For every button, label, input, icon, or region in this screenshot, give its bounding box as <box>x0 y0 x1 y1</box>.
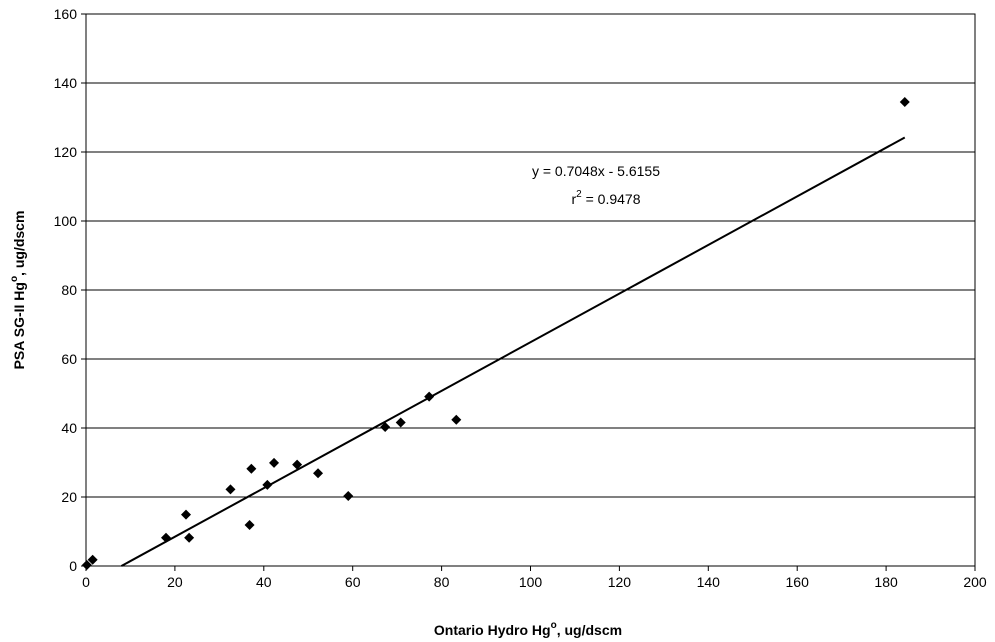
x-tick-label: 160 <box>786 574 810 590</box>
gridlines <box>86 82 975 498</box>
y-tick-label: 120 <box>54 144 78 160</box>
data-point-4 <box>184 532 195 543</box>
y-axis-title-superscript: o <box>9 276 20 282</box>
r-squared-value: = 0.9478 <box>582 191 641 207</box>
r-squared-label: r2 = 0.9478 <box>571 189 640 207</box>
data-point-14 <box>395 417 406 428</box>
y-axis-title-unit: , ug/dscm <box>11 211 27 276</box>
data-point-16 <box>451 414 462 425</box>
y-tick-label: 100 <box>54 213 78 229</box>
x-tick-label: 40 <box>256 574 272 590</box>
y-tick-label: 160 <box>54 6 78 22</box>
data-point-6 <box>244 519 255 530</box>
y-axis-title: PSA SG-II Hgo, ug/dscm <box>9 211 27 370</box>
y-axis-title-text: PSA SG-II Hg <box>11 282 27 369</box>
data-point-13 <box>380 421 391 432</box>
x-tick-label: 0 <box>82 574 90 590</box>
data-point-1 <box>87 554 98 565</box>
y-tick-label: 0 <box>69 558 77 574</box>
trendline <box>120 136 906 567</box>
x-tick-label: 120 <box>608 574 632 590</box>
x-tick-label: 140 <box>697 574 721 590</box>
data-point-15 <box>424 391 435 402</box>
y-tick-label: 140 <box>54 75 78 91</box>
x-axis-ticks: 0 20 40 60 80 100 120 140 160 180 200 <box>82 566 987 590</box>
x-axis-title-unit: , ug/dscm <box>557 622 622 638</box>
trendline-equation: y = 0.7048x - 5.6155 <box>532 163 660 179</box>
y-tick-label: 80 <box>61 282 77 298</box>
r-squared-superscript: 2 <box>576 189 582 200</box>
x-tick-label: 80 <box>434 574 450 590</box>
data-point-10 <box>292 459 303 470</box>
data-point-9 <box>269 457 280 468</box>
r-squared-r: r <box>571 191 576 207</box>
y-tick-label: 20 <box>61 489 77 505</box>
data-point-17 <box>899 96 910 107</box>
data-points <box>81 96 910 570</box>
x-axis-title-superscript: o <box>551 620 557 631</box>
y-axis-ticks: 0 20 40 60 80 100 120 140 160 <box>54 6 86 574</box>
data-point-2 <box>161 532 172 543</box>
data-point-7 <box>246 463 257 474</box>
data-point-11 <box>313 468 324 479</box>
x-tick-label: 200 <box>963 574 987 590</box>
data-point-12 <box>343 490 354 501</box>
x-tick-label: 20 <box>167 574 183 590</box>
y-tick-label: 40 <box>61 420 77 436</box>
data-point-3 <box>181 509 192 520</box>
x-axis-title-text: Ontario Hydro Hg <box>434 622 551 638</box>
x-axis-title: Ontario Hydro Hgo, ug/dscm <box>434 620 622 638</box>
x-tick-label: 100 <box>519 574 543 590</box>
y-tick-label: 60 <box>61 351 77 367</box>
x-tick-label: 180 <box>874 574 898 590</box>
data-point-5 <box>225 484 236 495</box>
data-point-0 <box>81 559 92 570</box>
x-tick-label: 60 <box>345 574 361 590</box>
data-point-8 <box>262 479 273 490</box>
